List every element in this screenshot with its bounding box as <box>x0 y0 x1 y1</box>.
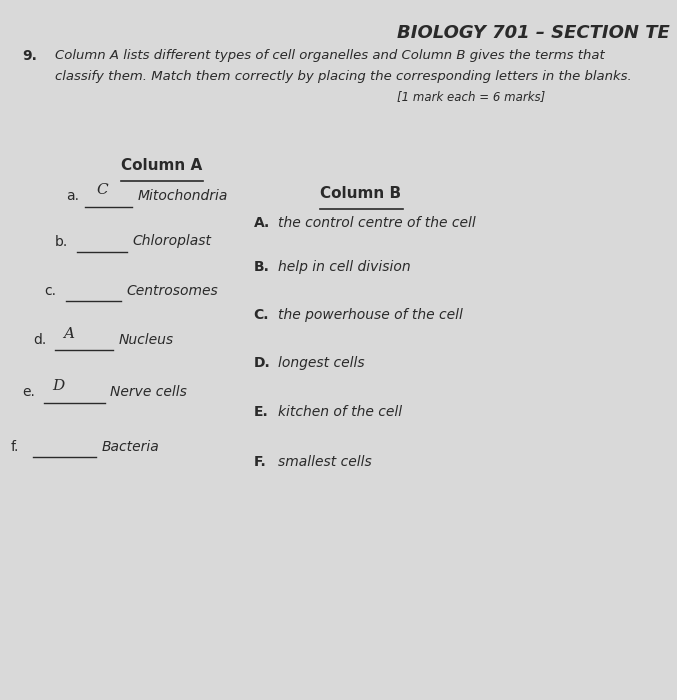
Text: Nucleus: Nucleus <box>118 332 173 346</box>
Text: A: A <box>64 327 74 341</box>
Text: E.: E. <box>253 405 268 419</box>
Text: 9.: 9. <box>22 49 37 63</box>
Text: b.: b. <box>55 234 68 248</box>
Text: C.: C. <box>253 308 269 322</box>
Text: Column A: Column A <box>121 158 202 172</box>
Text: longest cells: longest cells <box>278 356 365 370</box>
Text: D.: D. <box>253 356 270 370</box>
Text: C: C <box>96 183 108 197</box>
Text: Column A lists different types of cell organelles and Column B gives the terms t: Column A lists different types of cell o… <box>55 49 605 62</box>
Text: classify them. Match them correctly by placing the corresponding letters in the : classify them. Match them correctly by p… <box>55 70 632 83</box>
Text: Column B: Column B <box>320 186 401 200</box>
Text: d.: d. <box>33 332 46 346</box>
Text: kitchen of the cell: kitchen of the cell <box>278 405 402 419</box>
Text: c.: c. <box>44 284 56 298</box>
Text: a.: a. <box>66 189 79 203</box>
Text: e.: e. <box>22 385 35 399</box>
Text: [1 mark each = 6 marks]: [1 mark each = 6 marks] <box>397 90 545 103</box>
Text: the powerhouse of the cell: the powerhouse of the cell <box>278 308 463 322</box>
Text: B.: B. <box>253 260 269 274</box>
Text: D: D <box>52 379 64 393</box>
Text: Centrosomes: Centrosomes <box>127 284 219 298</box>
Text: Mitochondria: Mitochondria <box>138 189 228 203</box>
Text: Nerve cells: Nerve cells <box>110 385 187 399</box>
Text: BIOLOGY 701 – SECTION TE: BIOLOGY 701 – SECTION TE <box>397 25 670 43</box>
Text: the control centre of the cell: the control centre of the cell <box>278 216 476 230</box>
Text: Bacteria: Bacteria <box>102 440 160 454</box>
Text: smallest cells: smallest cells <box>278 455 372 469</box>
Text: f.: f. <box>11 440 20 454</box>
Text: F.: F. <box>253 455 266 469</box>
Text: Chloroplast: Chloroplast <box>132 234 211 248</box>
Text: A.: A. <box>253 216 269 230</box>
Text: help in cell division: help in cell division <box>278 260 411 274</box>
